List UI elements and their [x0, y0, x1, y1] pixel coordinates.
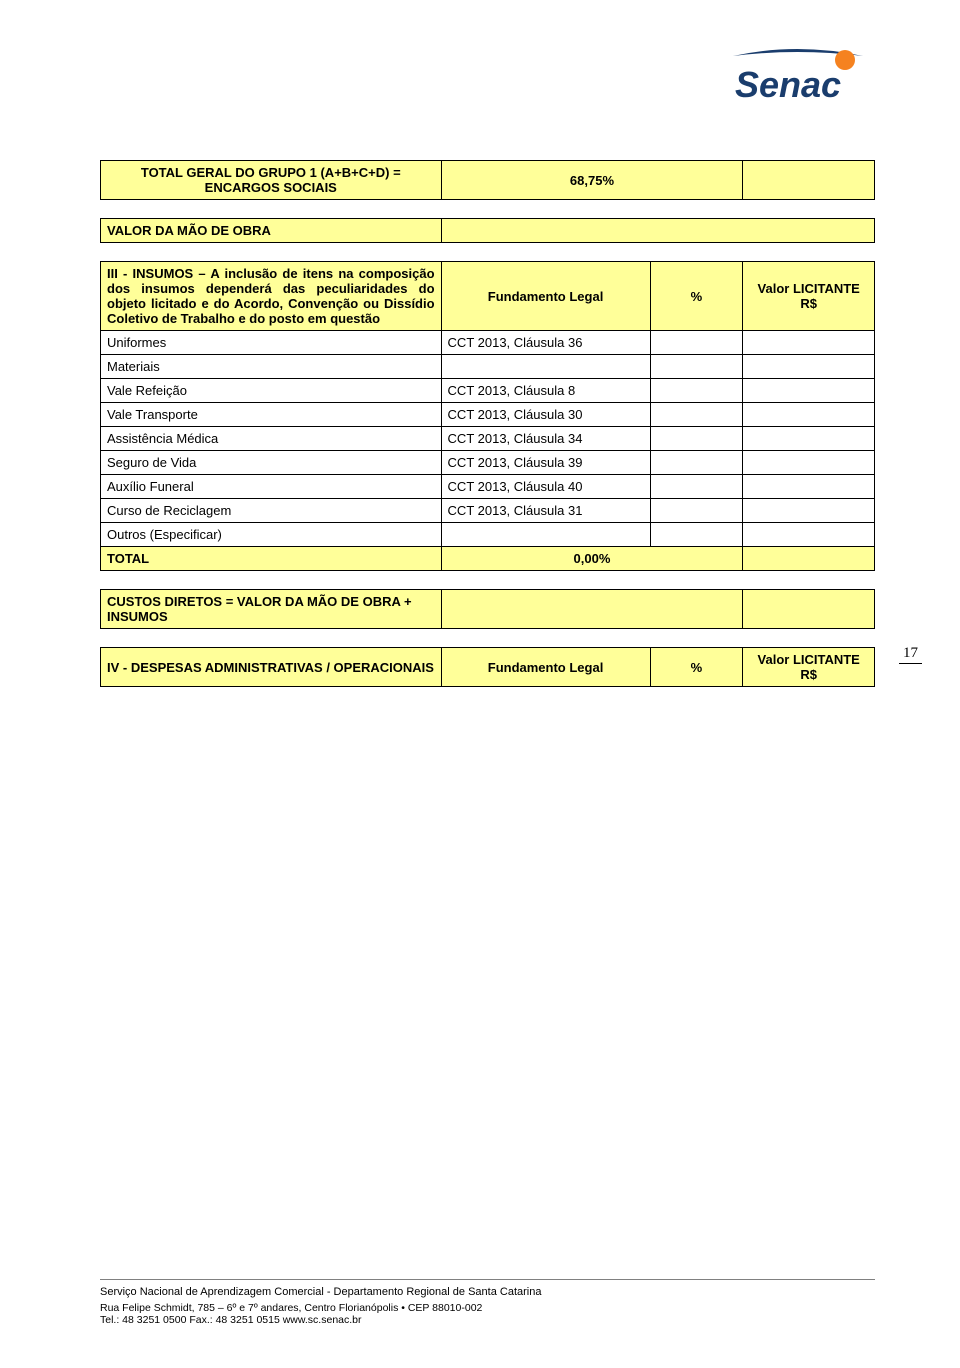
svg-text:Senac: Senac	[735, 64, 841, 105]
t3-total-pct: 0,00%	[441, 547, 743, 571]
senac-logo: Senac	[725, 42, 870, 112]
table-row: Seguro de Vida	[101, 451, 442, 475]
table-valor-mao-obra: VALOR DA MÃO DE OBRA	[100, 218, 875, 243]
table-row	[743, 475, 875, 499]
table-row	[441, 355, 650, 379]
table-row	[650, 499, 743, 523]
t5-fund: Fundamento Legal	[441, 648, 650, 687]
table-row: Outros (Especificar)	[101, 523, 442, 547]
t4-label: CUSTOS DIRETOS = VALOR DA MÃO DE OBRA + …	[101, 590, 442, 629]
t3-total-val	[743, 547, 875, 571]
table-row: CCT 2013, Cláusula 8	[441, 379, 650, 403]
table-row: Curso de Reciclagem	[101, 499, 442, 523]
table-row: Auxílio Funeral	[101, 475, 442, 499]
page-number: 17	[899, 645, 922, 664]
table-row: CCT 2013, Cláusula 30	[441, 403, 650, 427]
t2-label: VALOR DA MÃO DE OBRA	[101, 219, 442, 243]
t1-val	[743, 161, 875, 200]
t3-head-val: Valor LICITANTE R$	[743, 262, 875, 331]
table-row	[441, 523, 650, 547]
t5-pct: %	[650, 648, 743, 687]
t3-total-label: TOTAL	[101, 547, 442, 571]
table-row	[743, 499, 875, 523]
table-row: CCT 2013, Cláusula 36	[441, 331, 650, 355]
t4-val	[743, 590, 875, 629]
table-row	[743, 451, 875, 475]
table-row	[650, 523, 743, 547]
table-insumos: III - INSUMOS – A inclusão de itens na c…	[100, 261, 875, 571]
table-total-grupo1: TOTAL GERAL DO GRUPO 1 (A+B+C+D) = ENCAR…	[100, 160, 875, 200]
t5-label: IV - DESPESAS ADMINISTRATIVAS / OPERACIO…	[101, 648, 442, 687]
t2-val	[441, 219, 874, 243]
table-row	[743, 427, 875, 451]
table-row: Materiais	[101, 355, 442, 379]
t1-pct: 68,75%	[441, 161, 743, 200]
table-row	[743, 331, 875, 355]
table-row: Vale Refeição	[101, 379, 442, 403]
table-row: Vale Transporte	[101, 403, 442, 427]
table-row: Assistência Médica	[101, 427, 442, 451]
table-row: CCT 2013, Cláusula 34	[441, 427, 650, 451]
table-row	[650, 451, 743, 475]
footer-line2: Rua Felipe Schmidt, 785 – 6º e 7º andare…	[100, 1302, 875, 1314]
table-row	[650, 331, 743, 355]
table-row	[650, 427, 743, 451]
table-despesas-admin: IV - DESPESAS ADMINISTRATIVAS / OPERACIO…	[100, 647, 875, 687]
table-custos-diretos: CUSTOS DIRETOS = VALOR DA MÃO DE OBRA + …	[100, 589, 875, 629]
table-row	[743, 523, 875, 547]
table-row	[650, 475, 743, 499]
t1-label: TOTAL GERAL DO GRUPO 1 (A+B+C+D) = ENCAR…	[101, 161, 442, 200]
table-row	[743, 403, 875, 427]
t4-mid	[441, 590, 743, 629]
table-row: CCT 2013, Cláusula 40	[441, 475, 650, 499]
table-row: CCT 2013, Cláusula 39	[441, 451, 650, 475]
table-row: CCT 2013, Cláusula 31	[441, 499, 650, 523]
table-row	[650, 355, 743, 379]
footer-line1: Serviço Nacional de Aprendizagem Comerci…	[100, 1286, 875, 1298]
t3-head-pct: %	[650, 262, 743, 331]
table-row	[650, 403, 743, 427]
footer-line3: Tel.: 48 3251 0500 Fax.: 48 3251 0515 ww…	[100, 1314, 875, 1326]
t5-val: Valor LICITANTE R$	[743, 648, 875, 687]
table-row: Uniformes	[101, 331, 442, 355]
footer: Serviço Nacional de Aprendizagem Comerci…	[100, 1279, 875, 1326]
table-row	[743, 355, 875, 379]
table-row	[650, 379, 743, 403]
table-row	[743, 379, 875, 403]
t3-head-fund: Fundamento Legal	[441, 262, 650, 331]
t3-head-desc: III - INSUMOS – A inclusão de itens na c…	[101, 262, 442, 331]
